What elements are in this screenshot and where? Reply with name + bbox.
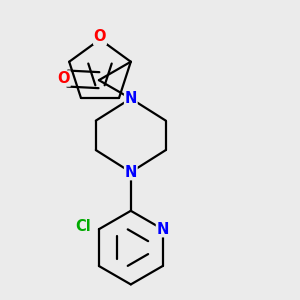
Text: O: O [94, 29, 106, 44]
Text: N: N [124, 91, 137, 106]
Text: N: N [124, 165, 137, 180]
Text: O: O [58, 71, 70, 86]
Text: Cl: Cl [75, 219, 91, 234]
Text: N: N [157, 222, 169, 237]
